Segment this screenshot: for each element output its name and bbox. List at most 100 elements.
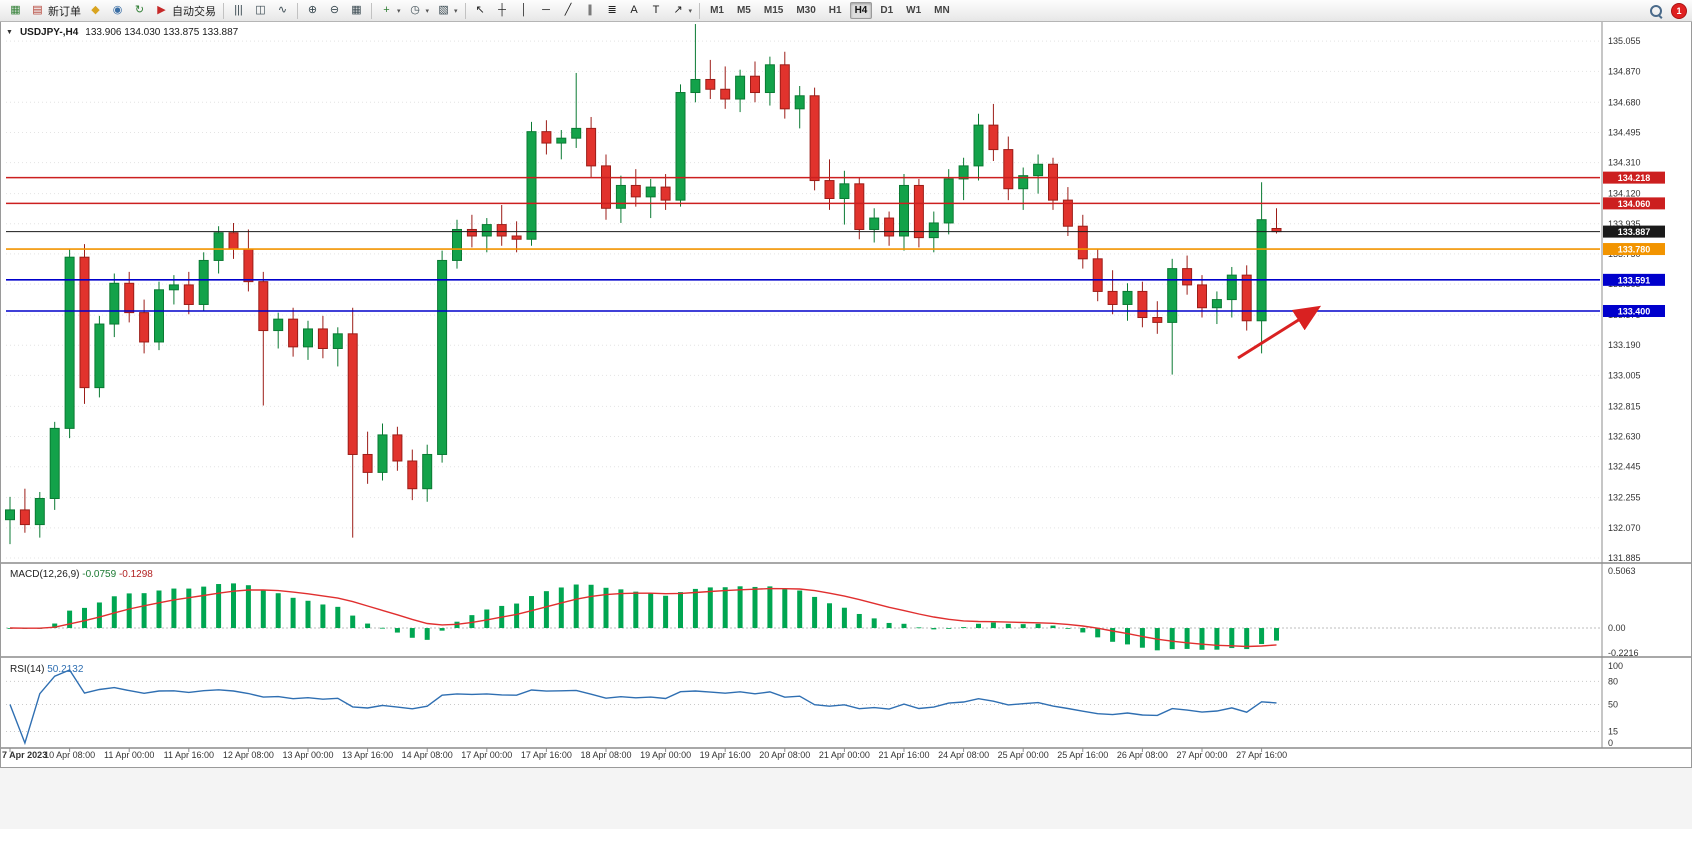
toolbar-separator [223,2,224,19]
timeframe-m30-button[interactable]: M30 [796,5,816,16]
svg-text:132.630: 132.630 [1608,432,1641,442]
toolbar: ▦ ▤ 新订单 ◆ ◉ ↻ ▶ 自动交易 ||| ◫ ∿ ⊕ ⊖ ▦ + ▾ ◷ ▾ ▧ ▾ ↖ ┼ │ ─ ╱ ∥ ≣ A T ↗ ▾ M1… [0,0,1692,22]
svg-text:-0.2216: -0.2216 [1608,648,1639,658]
templates-button[interactable]: ▧ ▾ [433,2,461,20]
chevron-down-icon: ▾ [688,7,693,15]
svg-text:13 Apr 16:00: 13 Apr 16:00 [342,750,393,760]
timeframe-h1-button[interactable]: H1 [828,5,842,16]
horizontal-line-icon: ─ [542,4,550,16]
notification-badge[interactable]: 1 [1671,2,1687,19]
timeframe-mn-button[interactable]: MN [934,5,950,16]
svg-text:15: 15 [1608,726,1618,736]
svg-text:27 Apr 00:00: 27 Apr 00:00 [1176,750,1227,760]
svg-text:11 Apr 16:00: 11 Apr 16:00 [164,750,214,760]
line-chart-icon: ∿ [277,4,288,16]
window-bottom-strip [0,768,1692,829]
zoom-out-button[interactable]: ⊖ [324,2,345,20]
search-button[interactable] [1646,2,1666,20]
collapse-arrow-icon[interactable]: ▼ [6,29,13,36]
chevron-down-icon: ▾ [454,7,458,15]
cursor-button[interactable]: ↖ [470,2,491,20]
svg-text:134.218: 134.218 [1618,173,1651,183]
text-button[interactable]: A [624,2,645,20]
level-lines [6,176,1600,312]
chevron-down-icon: ▾ [425,7,430,15]
fibonacci-button[interactable]: ≣ [602,2,623,20]
new-order-button[interactable]: ▤ 新订单 [27,2,84,20]
svg-text:27 Apr 16:00: 27 Apr 16:00 [1236,750,1287,760]
periods-button[interactable]: ◷ ▾ [405,2,433,20]
svg-text:132.815: 132.815 [1608,401,1641,411]
vertical-line-icon: │ [520,4,528,16]
timeframe-m1-button[interactable]: M1 [710,5,724,16]
rsi-panel: 100 80 50 15 0 RSI(14) 50.2132 [6,661,1623,748]
trendline-button[interactable]: ╱ [558,2,579,20]
fibonacci-icon: ≣ [607,4,617,16]
new-order-label: 新订单 [48,5,81,18]
chart-plus-icon: ▦ [10,4,21,16]
horizontal-line-button[interactable]: ─ [536,2,557,20]
svg-text:26 Apr 08:00: 26 Apr 08:00 [1117,750,1168,760]
price-axis[interactable]: 135.240135.055134.870134.680134.495134.3… [6,6,1641,563]
timeframe-w1-button[interactable]: W1 [906,5,922,16]
zoom-in-button[interactable]: ⊕ [302,2,323,20]
timeframe-h4-button[interactable]: H4 [849,2,873,19]
template-icon: ▧ [438,4,449,16]
tile-windows-button[interactable]: ▦ [346,2,367,20]
svg-text:21 Apr 00:00: 21 Apr 00:00 [819,750,870,760]
line-chart-button[interactable]: ∿ [272,2,293,20]
profiles-icon: ◉ [112,4,123,16]
text-label-button[interactable]: T [646,2,667,20]
svg-text:0: 0 [1608,738,1613,748]
toolbar-separator [297,2,298,19]
svg-text:132.255: 132.255 [1608,493,1641,503]
clock-icon: ◷ [410,4,420,16]
autotrading-button[interactable]: ▶ 自动交易 [151,2,219,20]
indicators-add-icon: + [383,4,390,16]
svg-text:21 Apr 16:00: 21 Apr 16:00 [878,750,929,760]
order-icon: ▤ [32,4,43,16]
svg-text:19 Apr 16:00: 19 Apr 16:00 [700,750,751,760]
new-chart-button[interactable]: ▦ [5,2,26,20]
channel-icon: ∥ [587,4,593,16]
text-label-icon: T [652,4,660,16]
rsi-label: RSI(14) 50.2132 [10,664,84,675]
metaeditor-icon: ◆ [91,4,100,16]
indicators-button[interactable]: + ▾ [376,2,404,20]
refresh-button[interactable]: ↻ [129,2,150,20]
timeframe-m5-button[interactable]: M5 [736,5,751,16]
candlestick-chart-button[interactable]: ◫ [250,2,271,20]
profiles-button[interactable]: ◉ [107,2,128,20]
toolbar-separator [699,2,701,19]
svg-text:134.310: 134.310 [1608,158,1641,168]
tile-windows-icon: ▦ [351,4,362,16]
svg-text:0.00: 0.00 [1608,623,1626,633]
svg-text:17 Apr 16:00: 17 Apr 16:00 [521,750,572,760]
svg-text:133.005: 133.005 [1608,370,1641,380]
timeframe-m15-button[interactable]: M15 [763,5,784,16]
channel-button[interactable]: ∥ [580,2,601,20]
chart-canvas[interactable]: 135.240135.055134.870134.680134.495134.3… [0,0,1692,829]
svg-text:134.495: 134.495 [1608,127,1641,137]
metaeditor-button[interactable]: ◆ [85,2,106,20]
svg-text:25 Apr 00:00: 25 Apr 00:00 [998,750,1049,760]
annotation-arrow[interactable] [1237,305,1322,360]
svg-text:11 Apr 00:00: 11 Apr 00:00 [104,750,154,760]
svg-text:135.055: 135.055 [1608,36,1641,46]
bar-chart-button[interactable]: ||| [228,2,249,20]
autotrading-label: 自动交易 [172,5,216,18]
svg-text:133.935: 133.935 [1608,219,1641,229]
vertical-line-button[interactable]: │ [514,2,535,20]
svg-text:133.887: 133.887 [1618,227,1651,237]
svg-text:50: 50 [1608,700,1618,710]
svg-text:20 Apr 08:00: 20 Apr 08:00 [759,750,810,760]
arrows-button[interactable]: ↗ ▾ [668,2,696,20]
svg-text:131.885: 131.885 [1608,553,1641,563]
svg-text:12 Apr 08:00: 12 Apr 08:00 [223,750,274,760]
svg-text:24 Apr 08:00: 24 Apr 08:00 [938,750,989,760]
crosshair-button[interactable]: ┼ [492,2,513,20]
price-tags: 134.218 134.060 133.887 133.780 133.591 133.4… [1603,171,1665,317]
timeframe-d1-button[interactable]: D1 [880,5,894,16]
macd-panel: 0.5063 0.00 -0.2216 MACD(12,26,9) -0.0759 -… [6,566,1639,658]
